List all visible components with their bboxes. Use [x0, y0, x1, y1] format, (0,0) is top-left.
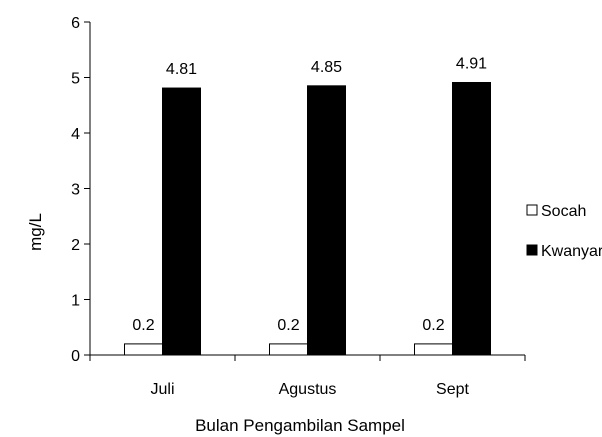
y-tick-label: 0 [71, 348, 80, 365]
legend-label-socah: Socah [541, 203, 586, 220]
x-axis-title: Bulan Pengambilan Sampel [195, 416, 405, 435]
x-tick-label: Juli [150, 381, 174, 398]
axes-group [89, 22, 525, 356]
data-label-socah: 0.2 [132, 317, 154, 334]
bar-socah-agustus [269, 343, 308, 356]
bars-group [124, 81, 491, 356]
legend-swatch-kwanyar [526, 244, 538, 256]
data-label-socah: 0.2 [277, 317, 299, 334]
x-tick-label: Agustus [279, 381, 337, 398]
y-tick-label: 6 [71, 15, 80, 32]
data-label-socah: 0.2 [422, 317, 444, 334]
bar-kwanyar-sept [452, 81, 491, 356]
x-tick-label: Sept [436, 381, 469, 398]
data-label-kwanyar: 4.91 [456, 55, 487, 72]
bar-socah-sept [414, 343, 453, 356]
y-tick-label: 5 [71, 71, 80, 88]
legend-label-kwanyar: Kwanyar [541, 243, 602, 260]
y-tick-label: 4 [71, 126, 80, 143]
legend: Socah Kwanyar [526, 203, 602, 260]
data-label-kwanyar: 4.81 [166, 61, 197, 78]
y-tick-label: 3 [71, 182, 80, 199]
legend-swatch-socah [526, 204, 538, 216]
bar-kwanyar-juli [162, 87, 201, 356]
y-tick-label: 1 [71, 293, 80, 310]
bar-kwanyar-agustus [307, 85, 346, 356]
bar-socah-juli [124, 343, 163, 356]
y-axis-title: mg/L [26, 213, 45, 251]
data-label-kwanyar: 4.85 [311, 59, 342, 76]
x-axis-ticks: Juli Agustus Sept [89, 355, 526, 398]
y-tick-label: 2 [71, 237, 80, 254]
data-labels-group: 0.2 4.81 0.2 4.85 0.2 4.91 [132, 55, 487, 333]
y-axis-ticks: 0 1 2 3 4 5 6 [71, 15, 90, 365]
